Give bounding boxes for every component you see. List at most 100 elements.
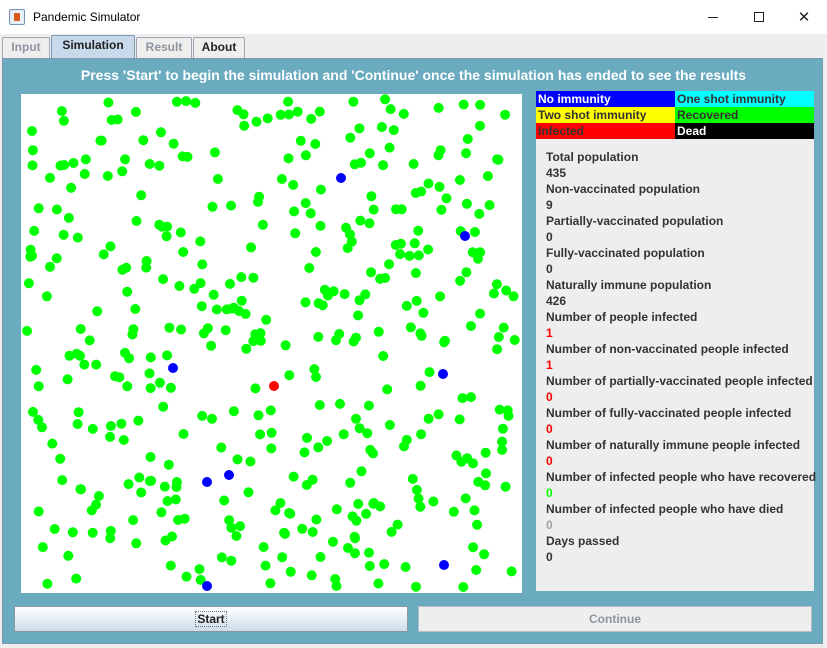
person-dot-recovered	[72, 232, 83, 243]
person-dot-recovered	[120, 154, 131, 165]
person-dot-recovered	[335, 398, 345, 409]
person-dot-recovered	[469, 227, 480, 237]
person-dot-recovered	[313, 331, 324, 342]
person-dot-recovered	[68, 158, 79, 168]
person-dot-recovered	[262, 113, 273, 124]
person-dot-recovered	[258, 542, 269, 552]
person-dot-recovered	[317, 300, 328, 311]
continue-button[interactable]: Continue	[418, 606, 812, 632]
person-dot-recovered	[368, 204, 379, 215]
person-dot-no-immunity	[202, 581, 212, 591]
person-dot-recovered	[62, 374, 73, 385]
person-dot-recovered	[51, 253, 62, 264]
population-plot	[22, 94, 520, 592]
person-dot-recovered	[401, 300, 412, 311]
person-dot-recovered	[314, 400, 325, 411]
person-dot-recovered	[260, 560, 271, 571]
person-dot-recovered	[469, 505, 480, 516]
person-dot-recovered	[275, 109, 286, 120]
person-dot-recovered	[145, 452, 156, 462]
person-dot-recovered	[105, 241, 116, 252]
stat-value-total-population: 435	[546, 166, 567, 180]
start-button[interactable]: Start	[14, 606, 408, 632]
person-dot-recovered	[481, 468, 491, 479]
person-dot-recovered	[105, 533, 116, 544]
person-dot-recovered	[376, 122, 387, 132]
person-dot-recovered	[423, 413, 434, 424]
person-dot-recovered	[347, 511, 358, 522]
person-dot-recovered	[158, 274, 169, 285]
person-dot-recovered	[255, 335, 266, 346]
tab-input[interactable]: Input	[2, 37, 50, 58]
main-frame: Input Simulation Result About Press 'Sta…	[0, 34, 827, 648]
person-dot-recovered	[280, 528, 290, 539]
person-dot-recovered	[378, 160, 389, 171]
person-dot-recovered	[458, 99, 469, 110]
person-dot-recovered	[280, 340, 291, 351]
person-dot-recovered	[164, 322, 175, 333]
person-dot-recovered	[395, 238, 406, 249]
info-panel: No immunity One shot immunity Two shot i…	[536, 91, 816, 591]
person-dot-recovered	[145, 383, 156, 394]
person-dot-recovered	[283, 109, 294, 120]
person-dot-recovered	[410, 268, 421, 278]
person-dot-recovered	[239, 120, 250, 131]
person-dot-recovered	[75, 484, 86, 495]
stat-value-number-of-fully-vaccinated-people-infected: 0	[546, 422, 553, 436]
person-dot-recovered	[480, 480, 491, 491]
person-dot-recovered	[170, 494, 181, 505]
person-dot-recovered	[339, 289, 350, 300]
tab-simulation[interactable]: Simulation	[51, 35, 135, 59]
person-dot-recovered	[398, 108, 409, 119]
person-dot-recovered	[156, 127, 166, 138]
person-dot-recovered	[368, 448, 378, 459]
minimize-icon	[708, 17, 718, 18]
minimize-button[interactable]	[690, 0, 736, 34]
person-dot-recovered	[500, 109, 511, 120]
person-dot-recovered	[441, 193, 452, 204]
tab-about[interactable]: About	[193, 37, 245, 58]
person-dot-recovered	[309, 364, 320, 375]
person-dot-recovered	[385, 104, 396, 115]
person-dot-recovered	[91, 359, 102, 370]
person-dot-recovered	[330, 574, 341, 584]
person-dot-recovered	[345, 132, 356, 143]
person-dot-recovered	[189, 283, 200, 294]
person-dot-recovered	[473, 253, 483, 264]
person-dot-recovered	[236, 272, 247, 283]
person-dot-recovered	[348, 96, 359, 107]
person-dot-recovered	[310, 139, 321, 149]
person-dot-recovered	[190, 97, 201, 108]
person-dot-recovered	[67, 527, 78, 538]
stat-value-non-vaccinated-population: 9	[546, 198, 553, 212]
close-button[interactable]: ✕	[781, 0, 827, 34]
person-dot-recovered	[506, 566, 517, 577]
legend-no-immunity: No immunity	[536, 91, 675, 107]
person-dot-recovered	[322, 436, 333, 446]
person-dot-recovered	[356, 466, 367, 477]
person-dot-recovered	[22, 325, 32, 336]
person-dot-recovered	[118, 435, 129, 445]
person-dot-recovered	[497, 423, 508, 434]
person-dot-recovered	[302, 432, 312, 443]
person-dot-no-immunity	[224, 470, 234, 480]
tab-result[interactable]: Result	[136, 37, 192, 58]
maximize-button[interactable]	[736, 0, 782, 34]
person-dot-recovered	[33, 506, 44, 517]
person-dot-recovered	[251, 116, 262, 127]
person-dot-recovered	[307, 527, 318, 537]
person-dot-recovered	[159, 481, 170, 492]
person-dot-recovered	[295, 135, 306, 146]
person-dot-recovered	[404, 250, 415, 261]
person-dot-recovered	[455, 275, 466, 286]
person-dot-recovered	[474, 208, 485, 219]
person-dot-recovered	[122, 286, 133, 297]
person-dot-recovered	[488, 288, 499, 299]
simulation-panel: Press 'Start' to begin the simulation an…	[2, 58, 823, 644]
person-dot-recovered	[472, 519, 483, 530]
person-dot-recovered	[246, 242, 256, 253]
person-dot-recovered	[375, 273, 386, 284]
person-dot-recovered	[42, 578, 53, 589]
person-dot-recovered	[349, 548, 360, 559]
person-dot-recovered	[211, 304, 222, 315]
